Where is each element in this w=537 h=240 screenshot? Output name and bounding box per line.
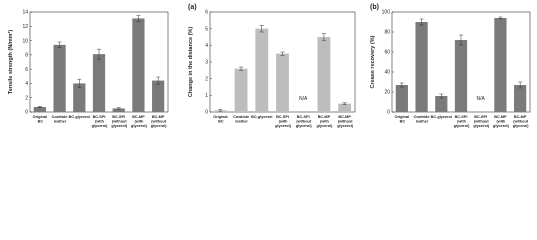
x-tick-label: BC-glycerol: [431, 115, 452, 119]
error-bar: [498, 16, 503, 20]
x-tick-label: BC-SPI (without glycerol): [110, 115, 128, 128]
y-tick-label: 4: [25, 81, 28, 87]
bar: [276, 53, 289, 112]
error-bar: [136, 15, 141, 22]
error-bar: [57, 41, 62, 48]
y-tick-label: 100: [382, 10, 391, 16]
bar: [435, 96, 448, 112]
y-tick-label: 3: [205, 60, 208, 66]
bar: [317, 37, 331, 112]
x-tick-label: BC-MP (without glycerol): [150, 115, 168, 128]
bar: [338, 103, 352, 112]
x-tick-label: BC-SPI (without glycerol): [295, 115, 313, 128]
x-tick-label: BC-MP (without glycerol): [512, 115, 530, 128]
error-bar: [77, 78, 82, 88]
y-tick-label: 80: [384, 30, 390, 36]
y-tick-label: 6: [25, 67, 28, 73]
y-tick-label: 2: [205, 76, 208, 82]
page: Tensile strength (N/mm²) 0 2 4 6 8 10 12 14 Origi…: [7, 4, 531, 129]
y-tick-label: 14: [22, 10, 28, 16]
bar: [112, 108, 125, 112]
y-tick-label: 12: [22, 24, 28, 30]
x-tick-label: BC-SPI (without glycerol): [472, 115, 490, 128]
x-tick-label: Cowhide leather: [233, 115, 249, 124]
x-tick-label: BC-SPI (with glycerol): [274, 115, 292, 128]
error-bar: [321, 33, 326, 41]
bar: [514, 85, 527, 112]
error-bar: [239, 66, 244, 71]
na-label: N/A: [299, 96, 308, 102]
error-bar: [37, 106, 42, 108]
error-bar: [280, 51, 285, 56]
bar: [33, 107, 46, 112]
y-tick-label: 10: [22, 38, 28, 44]
error-bar: [218, 109, 223, 112]
bar: [234, 68, 248, 112]
bar: [415, 22, 428, 112]
x-tick-label: BC-SPI (with glycerol): [91, 115, 109, 128]
x-tick-label: Original BC: [33, 115, 47, 124]
bar: [132, 18, 145, 112]
x-tick-label: BC-glycerol: [69, 115, 90, 119]
y-axis-label: Tensile strength (N/mm²): [7, 30, 14, 95]
y-tick-label: 1: [205, 93, 208, 99]
error-bar: [259, 25, 264, 33]
error-bar: [439, 93, 444, 99]
y-tick-label: 0: [25, 110, 28, 116]
y-tick-label: 0: [205, 110, 208, 116]
y-tick-label: 60: [384, 50, 390, 56]
x-tick-label: Cowhide leather: [414, 115, 430, 124]
panel-title: (a): [188, 4, 197, 11]
panel-title: (b): [370, 4, 379, 11]
error-bar: [156, 76, 161, 85]
y-tick-label: 8: [25, 53, 28, 59]
error-bar: [116, 107, 121, 110]
x-tick-label: BC-glycerol: [251, 115, 272, 119]
x-tick-label: BC-SPI (with glycerol): [453, 115, 471, 128]
bar: [395, 85, 408, 112]
y-tick-label: 2: [25, 95, 28, 101]
x-tick-label: BC-MP (with glycerol): [315, 115, 333, 128]
error-bar: [97, 48, 101, 60]
bar: [255, 28, 269, 113]
figure: Tensile strength (N/mm²)02468101214Origi…: [7, 4, 531, 128]
y-axis-label: Crease recovery (%): [370, 35, 376, 88]
x-tick-label: BC-MP (with glycerol): [130, 115, 148, 128]
error-bar: [459, 34, 463, 46]
y-tick-label: 20: [384, 90, 390, 96]
error-bar: [399, 82, 404, 88]
y-tick-label: 6: [205, 10, 208, 16]
na-label: N/A: [477, 96, 486, 102]
y-axis-label: Change in the distance (%): [188, 27, 194, 97]
y-tick-label: 0: [387, 110, 390, 116]
bar: [454, 40, 468, 112]
x-tick-label: Original BC: [213, 115, 227, 124]
bar: [73, 83, 86, 112]
y-tick-label: 4: [205, 43, 208, 49]
x-tick-label: BC-MP (without glycerol): [336, 115, 354, 128]
x-tick-label: BC-MP (with glycerol): [492, 115, 510, 128]
error-bar: [518, 81, 523, 89]
bar: [92, 54, 106, 112]
error-bar: [419, 18, 424, 26]
x-tick-label: Cowhide leather: [52, 115, 68, 124]
y-tick-label: 5: [205, 26, 208, 32]
error-bar: [342, 102, 347, 105]
bar: [152, 80, 165, 112]
bar: [494, 18, 507, 112]
x-tick-label: Original BC: [395, 115, 409, 124]
y-tick-label: 40: [384, 70, 390, 76]
bar: [53, 44, 66, 112]
